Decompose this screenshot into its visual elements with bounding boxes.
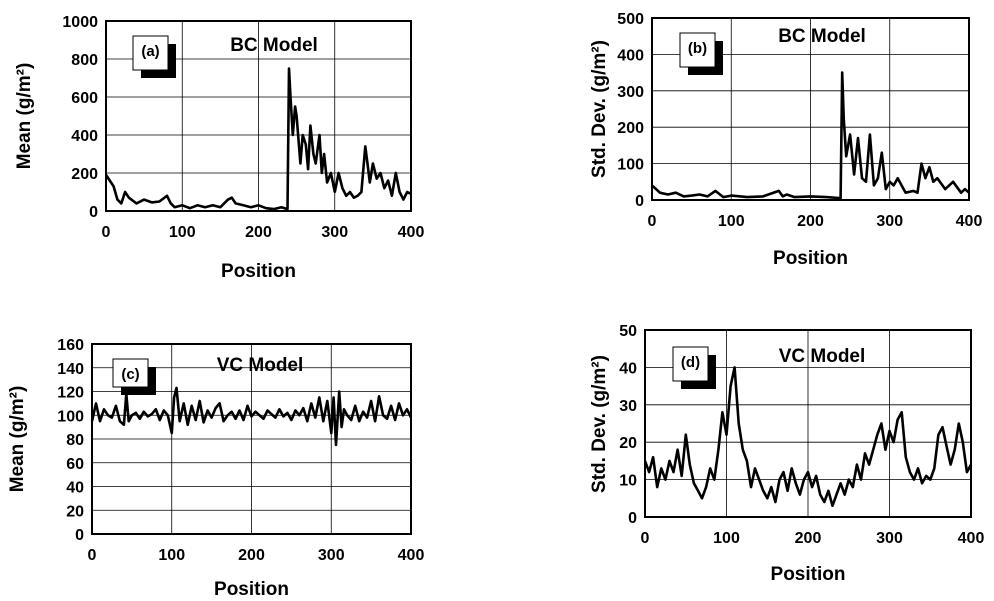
y-tick-label: 40 (66, 480, 84, 497)
x-tick-label: 200 (238, 547, 265, 564)
panel-label: (b) (688, 40, 707, 57)
chart-panel-c: 0 100 200 300 400 0 20 40 60 80 100 120 140 160 Positi… (7, 337, 424, 600)
x-tick-label: 400 (398, 224, 425, 241)
y-tick-label: 200 (71, 166, 98, 183)
y-tick-label: 600 (71, 90, 98, 107)
x-axis-label: Position (214, 579, 289, 600)
chart-panel-a: 0 100 200 300 400 0 200 400 600 800 1000 Position Me… (14, 14, 424, 282)
y-tick-label: 400 (71, 128, 98, 145)
x-tick-label: 400 (958, 530, 985, 547)
panel-label-box (132, 35, 169, 71)
y-tick-label: 1000 (62, 14, 98, 31)
y-tick-label: 100 (617, 157, 644, 174)
chart-panel-d: 0 100 200 300 400 0 10 20 30 40 50 Position Std. Dev… (589, 323, 984, 585)
y-tick-label: 400 (617, 47, 644, 64)
x-tick-label: 100 (158, 547, 185, 564)
y-axis-label: Mean (g/m²) (14, 63, 35, 170)
x-tick-label: 400 (398, 547, 425, 564)
x-tick-label: 100 (713, 530, 740, 547)
x-tick-label: 200 (795, 530, 822, 547)
x-tick-label: 300 (318, 547, 345, 564)
series-line (643, 366, 973, 508)
y-tick-label: 100 (57, 408, 84, 425)
y-tick-label: 0 (75, 527, 84, 544)
panel-label: (c) (121, 366, 139, 383)
y-tick-label: 80 (66, 432, 84, 449)
y-axis-label: Mean (g/m²) (7, 386, 28, 493)
x-tick-label: 0 (648, 213, 657, 230)
y-tick-label: 120 (57, 385, 84, 402)
y-tick-label: 160 (57, 337, 84, 354)
chart-panel-b: 0 100 200 300 400 0 100 200 300 400 500 Position Std… (589, 11, 982, 269)
series-line (104, 67, 412, 211)
y-tick-label: 20 (66, 503, 84, 520)
y-tick-label: 60 (66, 456, 84, 473)
x-axis-label: Position (221, 261, 296, 282)
y-tick-label: 10 (619, 473, 637, 490)
x-tick-label: 200 (245, 224, 272, 241)
x-tick-label: 200 (797, 213, 824, 230)
series-line (651, 71, 970, 200)
y-tick-label: 50 (619, 323, 637, 340)
x-tick-label: 100 (718, 213, 745, 230)
y-tick-label: 800 (71, 52, 98, 69)
x-tick-label: 0 (88, 547, 97, 564)
panel-label: (d) (681, 354, 700, 371)
x-tick-label: 300 (321, 224, 348, 241)
x-axis-label: Position (773, 248, 848, 269)
x-tick-label: 300 (876, 530, 903, 547)
chart-title: VC Model (217, 355, 304, 376)
y-tick-label: 30 (619, 398, 637, 415)
y-tick-label: 20 (619, 435, 637, 452)
y-axis-label: Std. Dev. (g/m²) (589, 40, 610, 178)
y-tick-label: 0 (89, 204, 98, 221)
y-tick-label: 0 (635, 193, 644, 210)
x-tick-label: 400 (956, 213, 983, 230)
y-tick-label: 200 (617, 120, 644, 137)
panel-label: (a) (141, 43, 159, 60)
x-tick-label: 300 (876, 213, 903, 230)
panel-label-box (679, 32, 716, 68)
panel-label-box (112, 358, 149, 388)
y-tick-label: 40 (619, 360, 637, 377)
panel-label-box (672, 346, 709, 382)
chart-title: BC Model (230, 35, 318, 56)
chart-title: BC Model (778, 26, 866, 47)
y-tick-label: 500 (617, 11, 644, 28)
x-tick-label: 0 (641, 530, 650, 547)
series-line (90, 386, 413, 447)
y-tick-label: 300 (617, 84, 644, 101)
y-axis-label: Std. Dev. (g/m²) (589, 355, 610, 493)
y-tick-label: 0 (628, 510, 637, 527)
x-tick-label: 100 (169, 224, 196, 241)
x-tick-label: 0 (102, 224, 111, 241)
y-tick-label: 140 (57, 361, 84, 378)
chart-title: VC Model (779, 346, 866, 367)
x-axis-label: Position (771, 564, 846, 585)
